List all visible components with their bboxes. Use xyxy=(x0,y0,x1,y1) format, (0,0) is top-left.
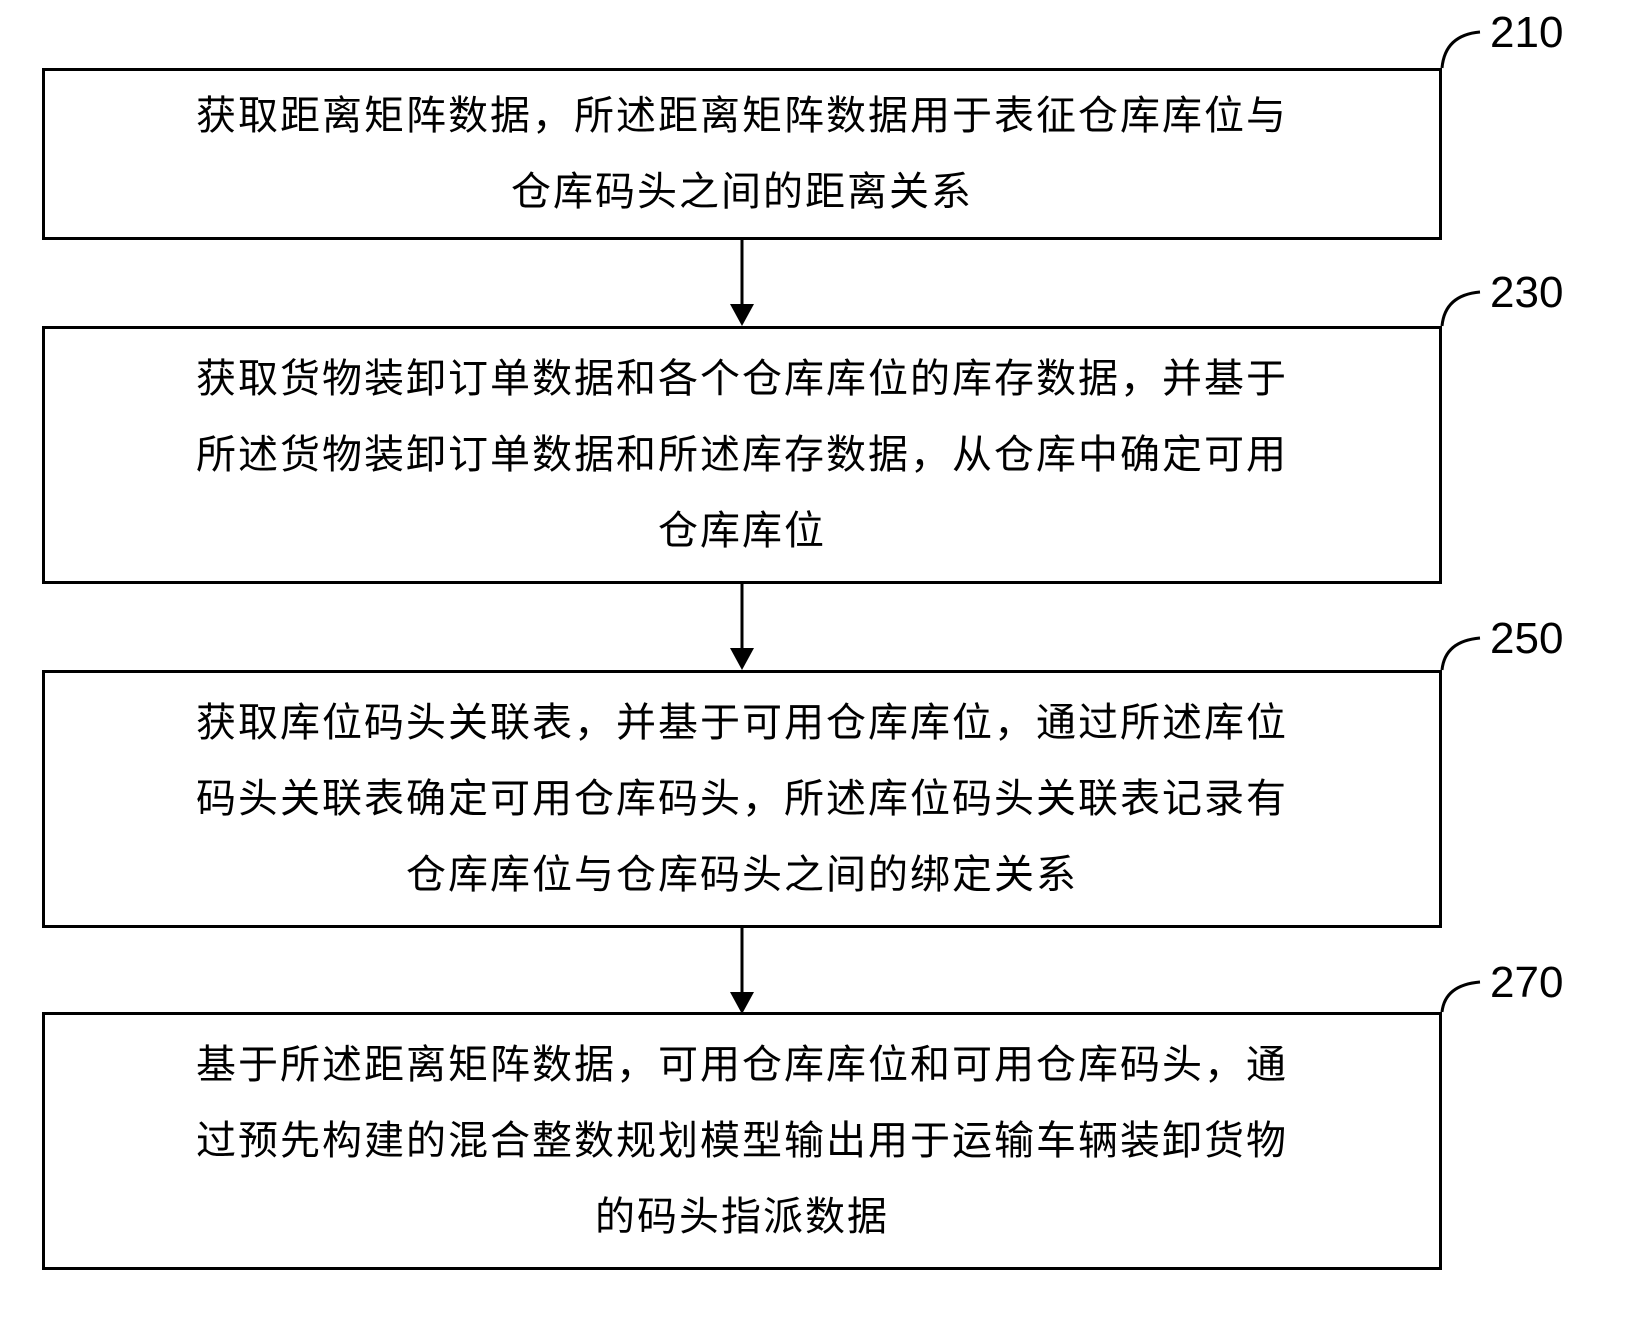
line: 基于所述距离矩阵数据，可用仓库库位和可用仓库码头，通 xyxy=(196,1042,1288,1087)
step-label-270: 270 xyxy=(1490,958,1563,1008)
step-label-230: 230 xyxy=(1490,268,1563,318)
step-box-230: 获取货物装卸订单数据和各个仓库库位的库存数据，并基于 所述货物装卸订单数据和所述… xyxy=(42,326,1442,584)
line: 码头关联表确定可用仓库码头，所述库位码头关联表记录有 xyxy=(196,776,1288,821)
line: 获取距离矩阵数据，所述距离矩阵数据用于表征仓库库位与 xyxy=(196,93,1288,138)
arrow-3 xyxy=(720,928,764,1018)
arrow-1 xyxy=(720,240,764,330)
step-box-210: 获取距离矩阵数据，所述距离矩阵数据用于表征仓库库位与 仓库码头之间的距离关系 xyxy=(42,68,1442,240)
line: 获取库位码头关联表，并基于可用仓库库位，通过所述库位 xyxy=(196,700,1288,745)
step-box-250: 获取库位码头关联表，并基于可用仓库库位，通过所述库位 码头关联表确定可用仓库码头… xyxy=(42,670,1442,928)
step-text-230: 获取货物装卸订单数据和各个仓库库位的库存数据，并基于 所述货物装卸订单数据和所述… xyxy=(196,341,1288,569)
line: 所述货物装卸订单数据和所述库存数据，从仓库中确定可用 xyxy=(196,432,1288,477)
line: 的码头指派数据 xyxy=(595,1194,889,1239)
step-box-270: 基于所述距离矩阵数据，可用仓库库位和可用仓库码头，通 过预先构建的混合整数规划模… xyxy=(42,1012,1442,1270)
step-text-210: 获取距离矩阵数据，所述距离矩阵数据用于表征仓库库位与 仓库码头之间的距离关系 xyxy=(196,78,1288,230)
line: 仓库码头之间的距离关系 xyxy=(511,169,973,214)
arrow-2 xyxy=(720,584,764,674)
step-label-250: 250 xyxy=(1490,614,1563,664)
line: 仓库库位与仓库码头之间的绑定关系 xyxy=(406,852,1078,897)
step-text-270: 基于所述距离矩阵数据，可用仓库库位和可用仓库码头，通 过预先构建的混合整数规划模… xyxy=(196,1027,1288,1255)
line: 过预先构建的混合整数规划模型输出用于运输车辆装卸货物 xyxy=(196,1118,1288,1163)
step-label-210: 210 xyxy=(1490,8,1563,58)
step-text-250: 获取库位码头关联表，并基于可用仓库库位，通过所述库位 码头关联表确定可用仓库码头… xyxy=(196,685,1288,913)
flowchart-diagram: 210 获取距离矩阵数据，所述距离矩阵数据用于表征仓库库位与 仓库码头之间的距离… xyxy=(0,0,1631,1327)
line: 仓库库位 xyxy=(658,508,826,553)
line: 获取货物装卸订单数据和各个仓库库位的库存数据，并基于 xyxy=(196,356,1288,401)
